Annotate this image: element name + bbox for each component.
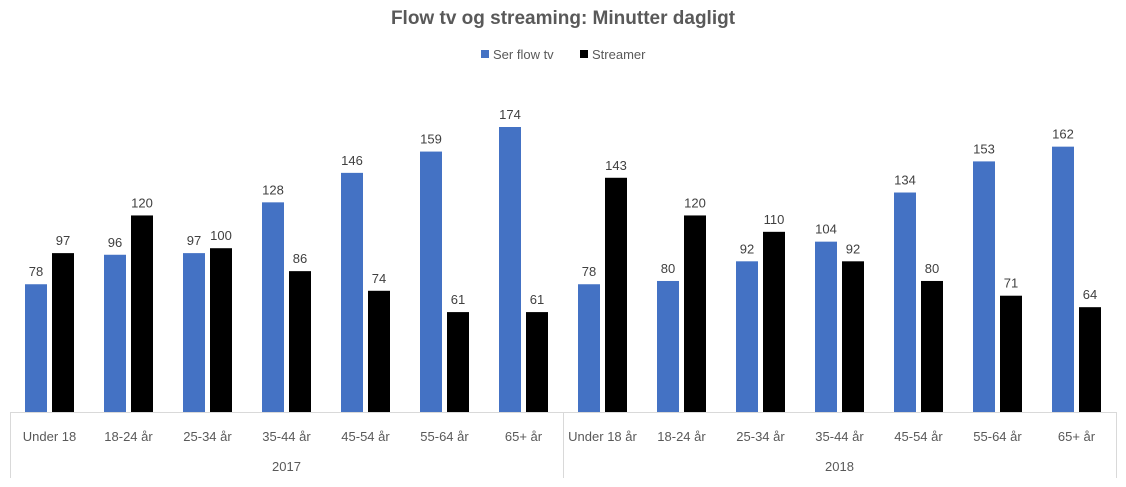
category-label: Under 18 xyxy=(23,429,76,444)
data-label: 128 xyxy=(262,182,284,197)
category-label: 25-34 år xyxy=(736,429,785,444)
x-axis: Under 18 18-24 år 25-34 år 35-44 år 45-54 år… xyxy=(10,412,1117,478)
data-label: 97 xyxy=(56,233,70,248)
bar-streamer xyxy=(605,177,627,412)
legend: Ser flow tv Streamer xyxy=(481,47,646,62)
category-label: 25-34 år xyxy=(183,429,232,444)
data-label: 162 xyxy=(1052,127,1074,142)
data-label: 92 xyxy=(740,241,754,256)
bar-streamer xyxy=(684,215,706,412)
bar-streamer xyxy=(447,312,469,412)
bar-streamer xyxy=(1079,307,1101,412)
data-label: 61 xyxy=(530,292,544,307)
bar-streamer xyxy=(131,215,153,412)
data-label: 71 xyxy=(1004,276,1018,291)
data-label: 80 xyxy=(925,261,939,276)
data-label: 78 xyxy=(582,264,596,279)
data-label: 104 xyxy=(815,222,837,237)
bar-ser-flow-tv xyxy=(25,284,47,412)
data-label: 110 xyxy=(764,212,785,227)
bar-ser-flow-tv xyxy=(420,151,442,412)
bar-streamer xyxy=(52,253,74,412)
category-label: 45-54 år xyxy=(894,429,943,444)
category-label: 18-24 år xyxy=(657,429,706,444)
data-label: 153 xyxy=(973,141,995,156)
data-label: 86 xyxy=(293,251,307,266)
data-label: 80 xyxy=(661,261,675,276)
data-label: 64 xyxy=(1083,287,1097,302)
bar-streamer xyxy=(368,290,390,412)
data-label: 120 xyxy=(131,195,153,210)
bar-ser-flow-tv xyxy=(499,127,521,412)
category-label: Under 18 år xyxy=(568,429,637,444)
data-label: 78 xyxy=(29,264,43,279)
bar-ser-flow-tv xyxy=(736,261,758,412)
category-label: 55-64 år xyxy=(973,429,1022,444)
data-label: 97 xyxy=(187,233,201,248)
category-label: 35-44 år xyxy=(262,429,311,444)
category-label: 65+ år xyxy=(1058,429,1096,444)
bar-streamer xyxy=(289,271,311,412)
legend-label-ser-flow-tv: Ser flow tv xyxy=(493,47,554,62)
data-label: 174 xyxy=(499,107,521,122)
data-label: 92 xyxy=(846,241,860,256)
bar-streamer xyxy=(210,248,232,412)
bar-ser-flow-tv xyxy=(815,241,837,412)
bar-streamer xyxy=(842,261,864,412)
category-label: 65+ år xyxy=(505,429,543,444)
data-label: 74 xyxy=(372,271,386,286)
data-label: 100 xyxy=(210,228,232,243)
data-label: 159 xyxy=(420,132,442,147)
data-label: 61 xyxy=(451,292,465,307)
bar-streamer xyxy=(763,231,785,412)
data-label: 143 xyxy=(605,158,627,173)
data-label: 134 xyxy=(894,173,916,188)
bar-ser-flow-tv xyxy=(578,284,600,412)
data-label: 96 xyxy=(108,235,122,250)
bar-ser-flow-tv xyxy=(341,172,363,412)
category-label: 18-24 år xyxy=(104,429,153,444)
bar-ser-flow-tv xyxy=(104,254,126,412)
category-label: 55-64 år xyxy=(420,429,469,444)
bar-ser-flow-tv xyxy=(894,192,916,412)
group-label: 2018 xyxy=(825,459,854,474)
bar-ser-flow-tv xyxy=(262,202,284,412)
group-label: 2017 xyxy=(272,459,301,474)
bar-ser-flow-tv xyxy=(973,161,995,412)
chart-title: Flow tv og streaming: Minutter dagligt xyxy=(391,8,736,29)
bar-ser-flow-tv xyxy=(657,280,679,412)
bar-streamer xyxy=(526,312,548,412)
bar-ser-flow-tv xyxy=(183,253,205,412)
bar-ser-flow-tv xyxy=(1052,146,1074,413)
category-label: 35-44 år xyxy=(815,429,864,444)
data-label: 120 xyxy=(684,195,706,210)
legend-label-streamer: Streamer xyxy=(592,47,646,62)
bar-streamer xyxy=(921,280,943,412)
data-label: 146 xyxy=(341,153,363,168)
bar-streamer xyxy=(1000,295,1022,412)
category-label: 45-54 år xyxy=(341,429,390,444)
legend-swatch-streamer xyxy=(580,50,588,58)
legend-swatch-ser-flow-tv xyxy=(481,50,489,58)
